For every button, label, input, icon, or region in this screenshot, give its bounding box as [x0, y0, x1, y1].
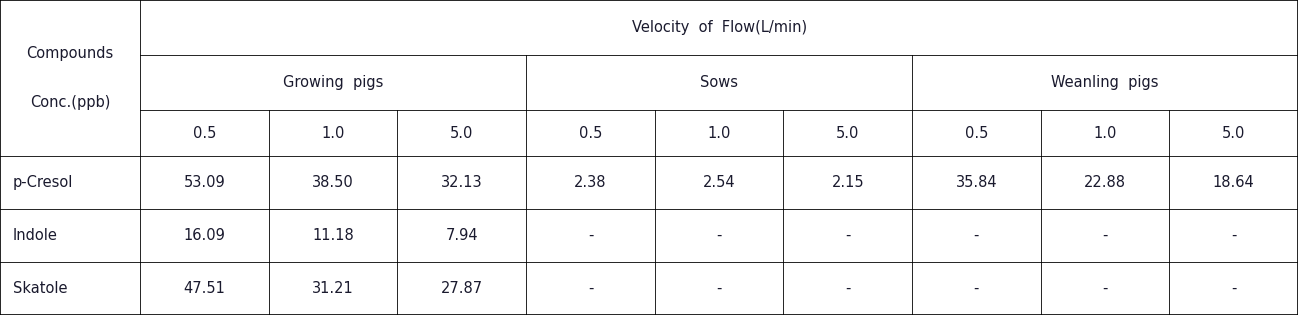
Text: 1.0: 1.0	[707, 126, 731, 140]
Text: -: -	[1231, 281, 1237, 296]
Text: 16.09: 16.09	[183, 228, 226, 243]
Text: 31.21: 31.21	[313, 281, 354, 296]
Text: 1.0: 1.0	[1093, 126, 1116, 140]
Text: Indole: Indole	[13, 228, 58, 243]
Text: Growing  pigs: Growing pigs	[283, 75, 383, 90]
Text: 2.15: 2.15	[832, 175, 864, 190]
Text: p-Cresol: p-Cresol	[13, 175, 74, 190]
Text: 38.50: 38.50	[313, 175, 354, 190]
Text: 53.09: 53.09	[183, 175, 226, 190]
Text: Weanling  pigs: Weanling pigs	[1051, 75, 1159, 90]
Text: Sows: Sows	[700, 75, 739, 90]
Text: 0.5: 0.5	[964, 126, 988, 140]
Text: -: -	[845, 281, 850, 296]
Text: 27.87: 27.87	[441, 281, 483, 296]
Text: -: -	[1231, 228, 1237, 243]
Text: 18.64: 18.64	[1212, 175, 1255, 190]
Text: 7.94: 7.94	[445, 228, 478, 243]
Text: 0.5: 0.5	[579, 126, 602, 140]
Text: Skatole: Skatole	[13, 281, 67, 296]
Text: 0.5: 0.5	[193, 126, 217, 140]
Text: 32.13: 32.13	[441, 175, 483, 190]
Text: 22.88: 22.88	[1084, 175, 1127, 190]
Text: 5.0: 5.0	[836, 126, 859, 140]
Text: 11.18: 11.18	[313, 228, 354, 243]
Text: -: -	[716, 281, 722, 296]
Text: 5.0: 5.0	[1221, 126, 1245, 140]
Text: -: -	[1102, 228, 1107, 243]
Text: 2.38: 2.38	[574, 175, 606, 190]
Text: -: -	[588, 281, 593, 296]
Text: Velocity  of  Flow(L/min): Velocity of Flow(L/min)	[632, 20, 806, 35]
Text: -: -	[974, 228, 979, 243]
Text: 35.84: 35.84	[955, 175, 997, 190]
Text: 47.51: 47.51	[183, 281, 226, 296]
Text: -: -	[974, 281, 979, 296]
Text: -: -	[716, 228, 722, 243]
Text: -: -	[1102, 281, 1107, 296]
Text: -: -	[845, 228, 850, 243]
Text: -: -	[588, 228, 593, 243]
Text: Compounds

Conc.(ppb): Compounds Conc.(ppb)	[26, 46, 114, 110]
Text: 1.0: 1.0	[322, 126, 345, 140]
Text: 5.0: 5.0	[450, 126, 474, 140]
Text: 2.54: 2.54	[702, 175, 736, 190]
